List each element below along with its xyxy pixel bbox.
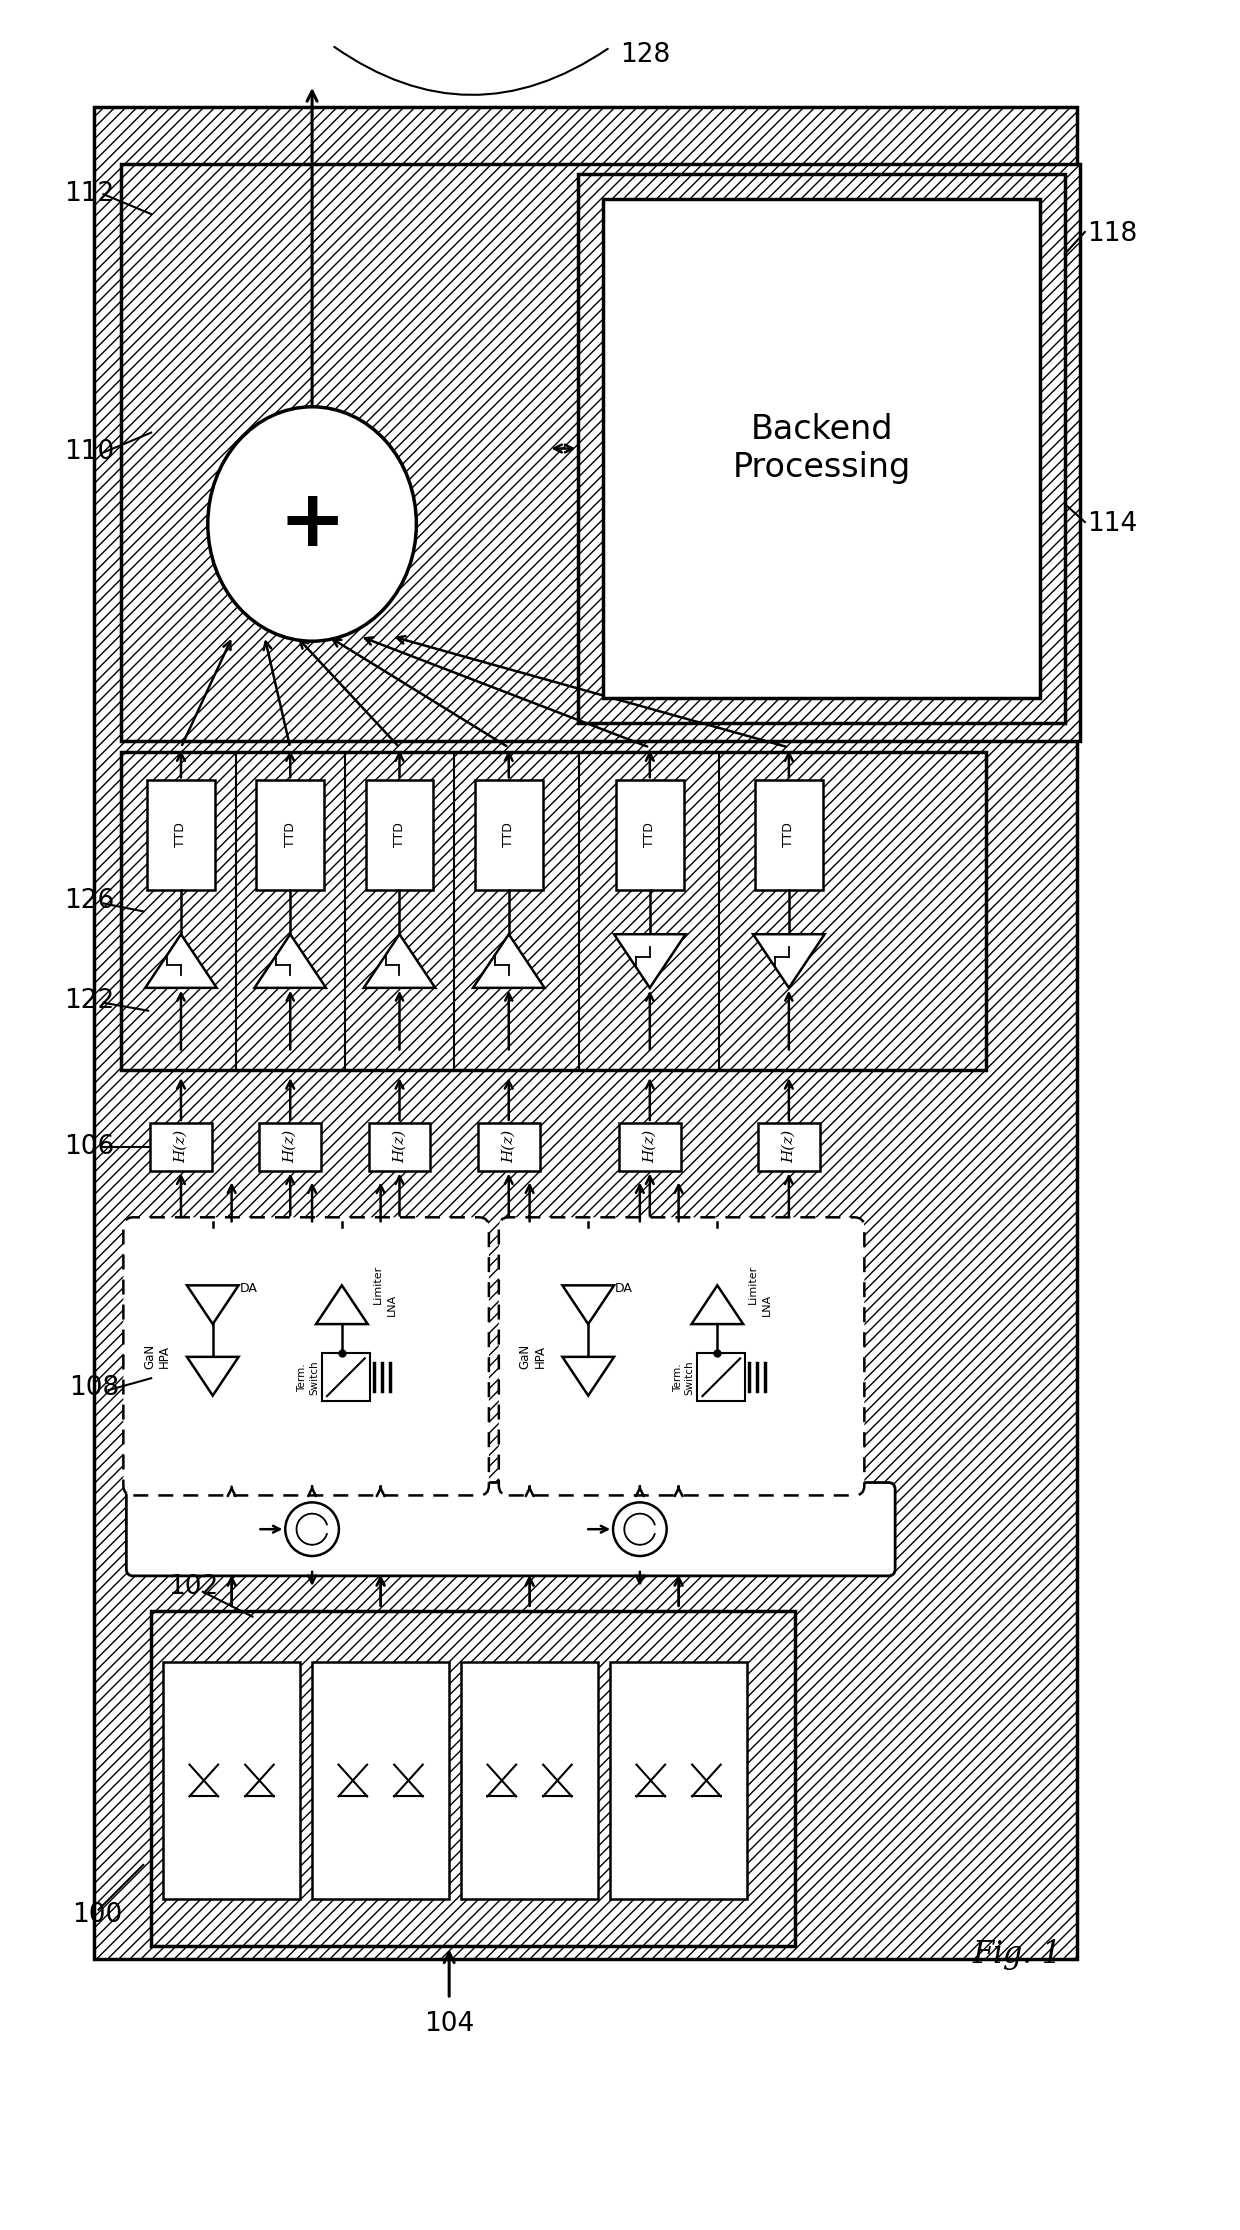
Text: Fig. 1: Fig. 1 [972,1938,1061,1969]
Bar [366,780,433,890]
Text: H(z): H(z) [393,1131,407,1164]
Bar [122,165,1080,740]
FancyBboxPatch shape [126,1483,895,1577]
Text: Term.
Switch: Term. Switch [298,1360,319,1394]
Text: H(z): H(z) [174,1131,188,1164]
Text: 102: 102 [169,1574,218,1599]
Text: Backend
Processing: Backend Processing [733,413,910,484]
Bar [758,1124,820,1171]
Text: Term.
Switch: Term. Switch [673,1360,694,1394]
Bar [150,1124,212,1171]
Bar [477,1124,539,1171]
Text: TTD: TTD [782,823,795,847]
Bar [93,107,1076,1960]
Bar [122,752,986,1070]
Text: 122: 122 [63,988,114,1015]
Bar [122,165,1080,740]
Bar [616,780,683,890]
Polygon shape [563,1356,614,1396]
Bar [93,107,1076,1960]
Bar [122,752,986,1070]
Text: TTD: TTD [644,823,656,847]
Text: 114: 114 [1086,511,1137,537]
Text: TTD: TTD [502,823,516,847]
Text: 128: 128 [620,42,671,69]
Bar [312,1661,449,1898]
Text: 108: 108 [68,1376,119,1400]
Bar [578,174,1065,723]
Text: GaN
HPA: GaN HPA [143,1345,171,1369]
Bar [475,780,543,890]
Text: H(z): H(z) [642,1131,657,1164]
Text: LNA: LNA [763,1293,773,1316]
Bar [148,780,215,890]
Text: Limiter: Limiter [373,1264,383,1305]
Polygon shape [316,1284,368,1325]
Polygon shape [614,934,686,988]
Text: TTD: TTD [393,823,405,847]
Bar [368,1124,430,1171]
Bar [164,1661,300,1898]
Bar [259,1124,321,1171]
Text: TTD: TTD [175,823,187,847]
Text: LNA: LNA [387,1293,397,1316]
Bar [151,1610,795,1947]
FancyBboxPatch shape [498,1218,864,1496]
Circle shape [613,1503,667,1557]
Bar [610,1661,748,1898]
Circle shape [285,1503,339,1557]
FancyBboxPatch shape [123,1218,489,1496]
Text: GaN
HPA: GaN HPA [518,1345,547,1369]
Polygon shape [563,1284,614,1325]
Text: Limiter: Limiter [748,1264,758,1305]
Polygon shape [187,1284,238,1325]
Text: 106: 106 [63,1133,114,1160]
Polygon shape [187,1356,238,1396]
Bar [257,780,324,890]
Bar [603,198,1040,698]
Polygon shape [254,934,326,988]
Bar [755,780,822,890]
Text: DA: DA [615,1282,632,1296]
Bar [151,1610,795,1947]
Bar [603,198,1040,698]
Polygon shape [363,934,435,988]
Text: 100: 100 [72,1902,122,1927]
Text: 126: 126 [63,888,114,914]
Text: H(z): H(z) [502,1131,516,1164]
Text: H(z): H(z) [782,1131,796,1164]
Polygon shape [753,934,825,988]
Ellipse shape [208,406,417,642]
Polygon shape [692,1284,743,1325]
Text: +: + [279,484,346,562]
Bar [697,1354,745,1400]
Text: 118: 118 [1086,221,1137,248]
Text: DA: DA [239,1282,258,1296]
Text: H(z): H(z) [283,1131,298,1164]
Polygon shape [472,934,544,988]
Text: 110: 110 [63,439,114,466]
Bar [619,1124,681,1171]
Text: 112: 112 [63,181,114,207]
Text: 104: 104 [424,2011,474,2036]
Bar [578,174,1065,723]
Polygon shape [145,934,217,988]
Bar [461,1661,598,1898]
Bar [322,1354,370,1400]
Text: TTD: TTD [284,823,296,847]
